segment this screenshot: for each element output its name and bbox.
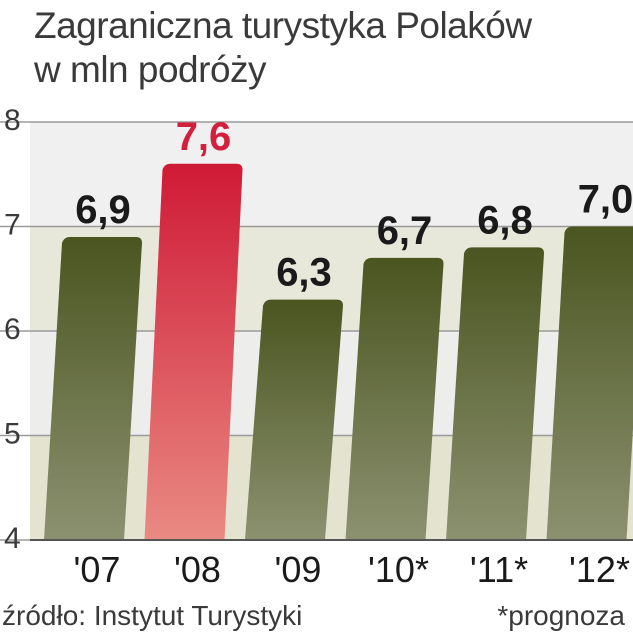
source-note: źródło: Instytut Turystyki — [2, 600, 303, 631]
x-tick-label: '10* — [368, 549, 429, 590]
data-label: 6,8 — [477, 198, 533, 242]
data-label: 7,6 — [176, 115, 232, 159]
x-tick-label: '12* — [569, 549, 630, 590]
y-tick-label: 6 — [4, 313, 21, 346]
data-label: 6,9 — [75, 188, 131, 232]
bar — [546, 226, 633, 540]
chart-title-block: Zagraniczna turystyka Polaków w mln podr… — [34, 4, 532, 92]
bar — [446, 247, 544, 540]
bar — [144, 163, 243, 541]
x-tick-label: '07 — [74, 549, 121, 590]
data-label: 6,3 — [276, 251, 332, 295]
forecast-note: *prognoza — [497, 600, 625, 631]
chart-title: Zagraniczna turystyka Polaków — [34, 5, 532, 46]
y-tick-label: 8 — [4, 104, 21, 137]
bar — [245, 299, 343, 540]
bar — [345, 257, 444, 540]
chart-subtitle: w mln podróży — [34, 49, 267, 90]
y-tick-label: 7 — [4, 209, 21, 242]
band-7-8 — [30, 122, 633, 227]
x-tick-label: '09 — [275, 549, 322, 590]
bar — [44, 236, 142, 540]
y-tick-label: 4 — [4, 522, 21, 555]
x-tick-label: '11* — [470, 549, 528, 590]
data-label: 7,0 — [578, 178, 633, 222]
data-label: 6,7 — [377, 209, 433, 253]
y-tick-label: 5 — [4, 418, 21, 451]
x-tick-label: '08 — [174, 549, 221, 590]
